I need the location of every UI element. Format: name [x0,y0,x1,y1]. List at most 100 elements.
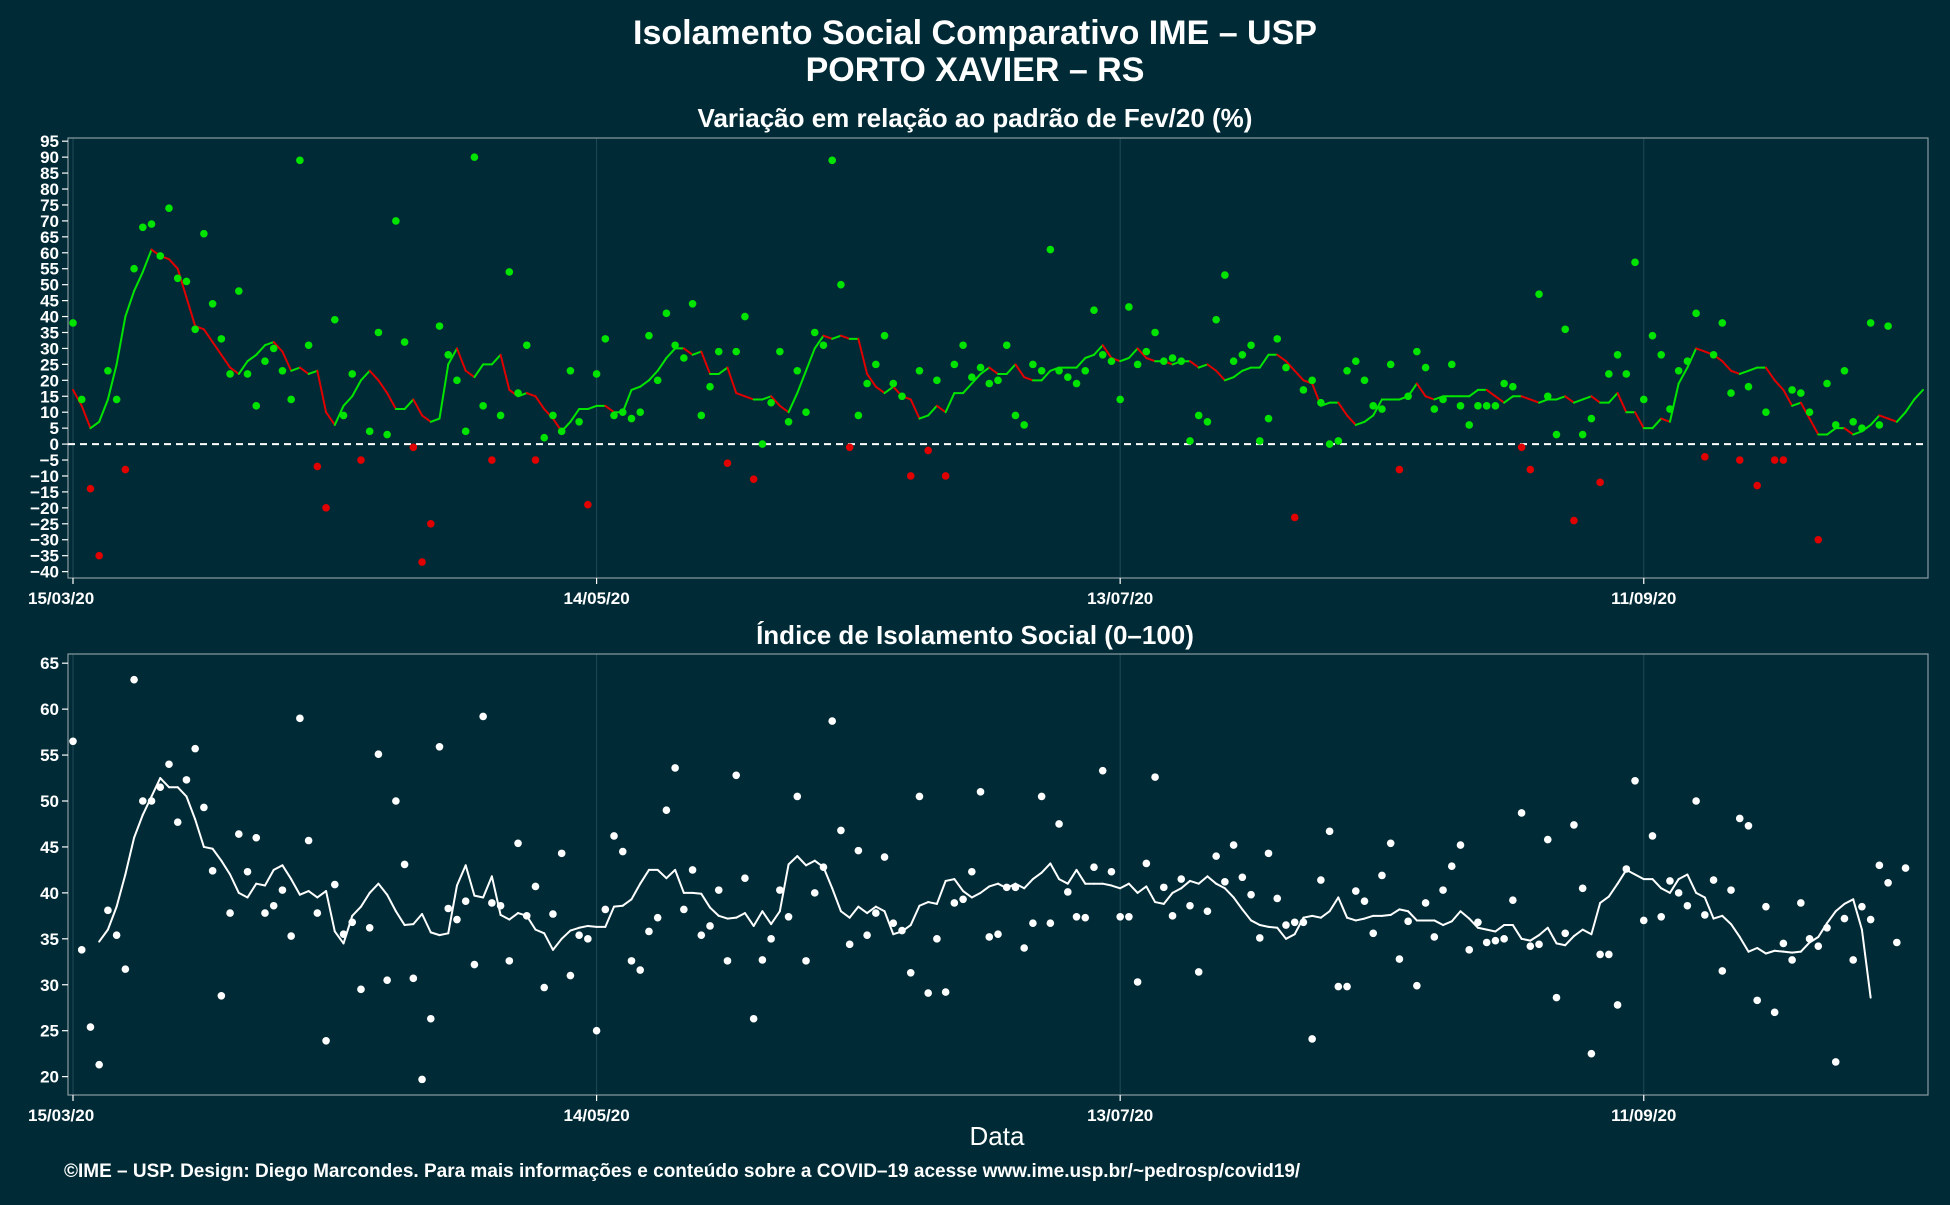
panel2-avg-segment [866,905,877,915]
panel1-avg-segment [1258,353,1270,369]
panel1-point [1639,395,1648,404]
panel1-point [1648,331,1657,340]
panel1-point [1255,437,1264,445]
panel1-point [1081,366,1090,375]
panel1-avg-segment [569,408,581,423]
panel1-point [566,366,575,375]
panel1-avg-segment [351,379,362,398]
panel1-avg-segment [1738,369,1750,375]
panel2-avg-segment [421,913,432,934]
panel1-point [758,440,767,448]
panel2-xtick-label-0: 15/03/20 [28,1106,94,1125]
panel1-point [104,366,112,375]
panel2-point [1299,918,1308,927]
panel2-avg-segment [298,890,310,896]
panel1-avg-segment [1852,430,1863,436]
panel1-point [749,475,758,483]
panel2-avg-segment [743,912,755,927]
panel1-point [1011,411,1020,420]
panel2-avg-segment [1599,895,1610,904]
panel1-point [697,411,706,420]
panel1-avg-segment [647,369,659,382]
panel2-point [95,1060,103,1069]
panel2-avg-segment [1695,891,1706,899]
panel2-point [1221,878,1229,886]
panel1-point [1535,290,1543,299]
panel1-avg-segment [604,404,616,414]
panel1-avg-segment [1555,395,1567,401]
panel2-point [1849,956,1857,964]
panel1-avg-segment [1782,388,1794,407]
panel1-point [1282,363,1290,372]
panel1-avg-segment [970,372,982,385]
panel1-avg-segment [1799,401,1811,420]
panel2-point [1308,1035,1316,1043]
panel2-avg-segment [857,905,869,915]
panel2-avg-segment [674,868,685,894]
panel2-point [112,931,121,939]
panel2-avg-segment [927,901,938,905]
panel2-avg-segment [386,893,397,913]
panel1-avg-segment [770,395,781,407]
panel2-avg-segment [482,875,493,899]
panel1-avg-segment [255,344,266,356]
panel2-avg-segment [1319,910,1331,919]
panel1-point [1055,366,1063,375]
panel2-avg-segment [438,932,450,937]
panel2-avg-segment [700,892,712,909]
panel1-point [1561,325,1570,334]
panel2-point [296,714,304,723]
panel1-point [810,328,819,337]
panel2-avg-segment [586,924,598,928]
panel2-point [845,940,854,949]
panel1-point [1203,417,1212,426]
panel1-avg-segment [1677,366,1689,385]
panel2-avg-segment [368,882,380,894]
panel2-point [1814,942,1823,950]
panel2-plot: 20 25 30 35 40 45 50 55 60 65 15/03/20 14/05/20 13/0… [28,653,1929,1125]
panel2-point [1561,929,1570,938]
panel2-ytick-label-2: 30 [40,976,59,995]
panel1-avg-segment [1188,360,1200,369]
panel1-point [348,370,357,378]
panel2-avg-segment [1764,949,1776,955]
panel1-point [235,287,243,295]
panel2-point [1622,865,1631,873]
panel2-point [1570,821,1578,829]
panel1-point [889,379,898,388]
panel1-avg-segment [1695,347,1706,353]
panel1-plot: −40−35−30−25−20−15−10−505101520253035404… [28,132,1929,608]
panel1-ytick-label-8: 0 [50,435,59,454]
panel2-point [1666,877,1674,885]
panel1-point [1151,328,1159,337]
panel2-point [470,960,479,969]
panel1-avg-segment [621,388,633,414]
panel1-point [1221,271,1229,279]
panel1-avg-segment [1808,417,1820,436]
panel1-avg-segment [316,369,328,414]
panel1-ytick-label-24: 80 [40,180,59,199]
panel2-avg-segment [1188,879,1200,885]
panel2-avg-segment [176,786,188,798]
panel1-avg-segment [726,366,738,395]
panel1-avg-segment [185,296,197,328]
panel1-point [1456,402,1465,410]
panel2-ytick-label-1: 25 [40,1022,59,1041]
panel2-point [1116,912,1124,921]
panel1-point [453,376,461,385]
panel1-avg-segment [211,341,223,356]
panel1-avg-segment [403,398,415,411]
panel2-point [1526,942,1535,950]
panel2-point [1273,894,1282,903]
panel1-point [121,465,130,474]
panel2-point [121,965,130,973]
panel2-point [776,886,784,894]
panel1-point [156,252,165,260]
panel1-point [505,268,514,276]
panel2-point [540,983,549,992]
panel2-point [1229,841,1238,849]
panel1-point [1107,357,1116,365]
panel2-avg-segment [1511,924,1523,940]
panel2-point [915,792,924,801]
panel2-point [1351,887,1360,895]
